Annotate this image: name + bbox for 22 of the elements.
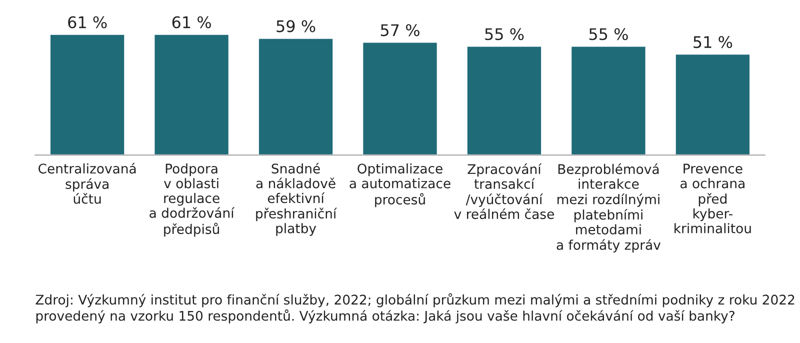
x-tick-label: Snadné a nákladově efektivní přeshraniční platby (256, 162, 337, 236)
bar (362, 41, 438, 156)
bar (570, 45, 647, 156)
data-label: 51 % (694, 36, 732, 48)
data-label: 61 % (172, 16, 211, 28)
bar (674, 53, 751, 156)
data-label: 61 % (68, 16, 107, 28)
x-tick-label: Podpora v oblasti regulace a dodržování předpisů (150, 163, 235, 237)
x-tick-label: Optimalizace a automatizace procesů (350, 163, 450, 208)
data-label: 57 % (380, 24, 420, 36)
x-tick-label: Prevence a ochrana před kyber- kriminalitou (674, 164, 751, 234)
x-tick-label: Centralizovaná správa účtu (38, 162, 136, 204)
x-tick-label: Bezproblémová interakce mezi rozdílnými platebními metodami a formáty zpráv (556, 163, 661, 252)
bar (49, 33, 126, 156)
bar (153, 33, 230, 156)
x-tick-label: Zpracování transakcí /vyúčtování v reálném čase (454, 163, 554, 220)
data-label: 59 % (276, 20, 316, 32)
bar (466, 45, 542, 156)
bar (258, 37, 334, 156)
text: Zdroj: Výzkumný institut pro finanční služby, 2022; globální průzkum mezi malými a středními podniky z roku 2022 provedený na vzorku 150 respondentů. Výzkumná otázka: Jaká jsou vaše hlavní očekávání od vaší banky? (36, 293, 794, 324)
data-label: 55 % (485, 28, 524, 40)
data-label: 55 % (589, 28, 628, 40)
